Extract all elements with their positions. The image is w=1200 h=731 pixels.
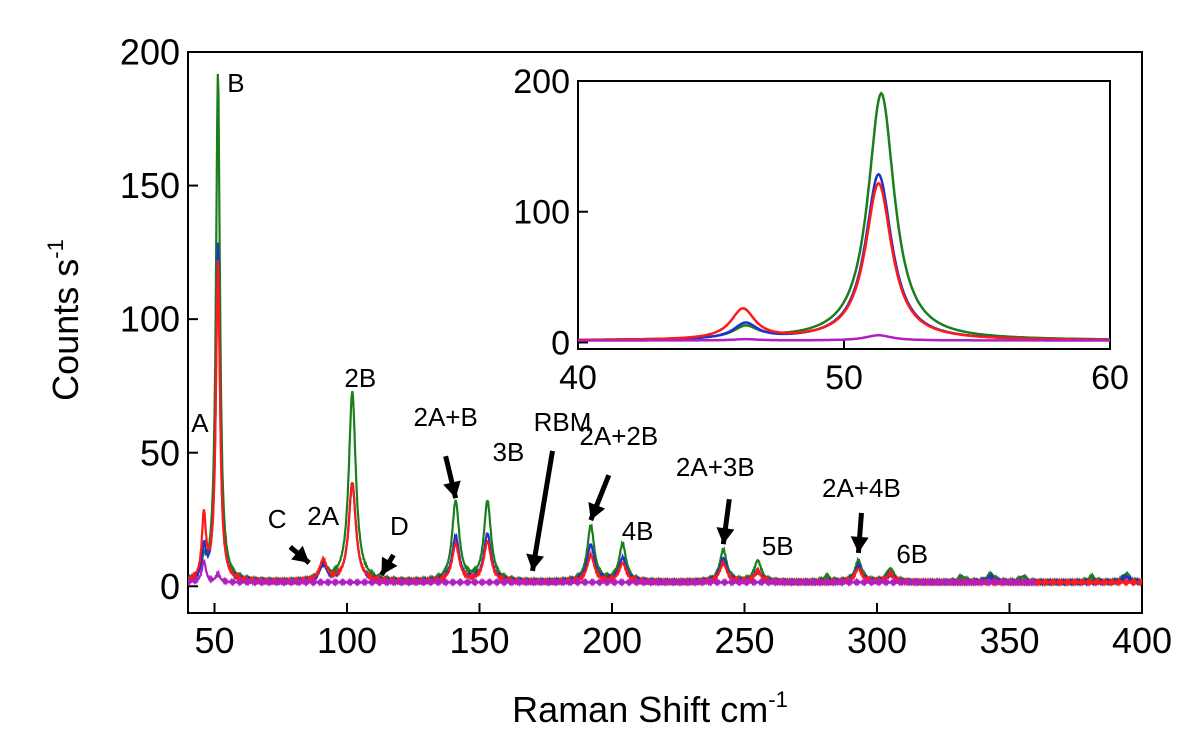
y-axis-title-sup: -1 bbox=[43, 239, 68, 259]
inset-plot: 40 50 60 0 100 200 bbox=[513, 63, 1129, 397]
annotation-arrowhead bbox=[526, 553, 545, 571]
main-y-tick-label: 100 bbox=[120, 299, 180, 340]
main-y-tick-label: 150 bbox=[120, 165, 180, 206]
annotation-label: 6B bbox=[896, 539, 928, 569]
annotation-arrow bbox=[530, 450, 555, 572]
inset-x-tick-label: 40 bbox=[559, 359, 597, 397]
annotation-label: 2B bbox=[344, 363, 376, 393]
inset-x-tick-label: 50 bbox=[825, 359, 863, 397]
main-x-tick-label: 250 bbox=[714, 620, 774, 661]
annotation-arrowhead bbox=[588, 501, 606, 521]
main-x-tick-label: 200 bbox=[582, 620, 642, 661]
inset-x-tick-label: 60 bbox=[1091, 359, 1129, 397]
annotation-label: RBM bbox=[534, 407, 592, 437]
main-x-tick-label: 400 bbox=[1112, 620, 1172, 661]
inset-y-tick-label: 100 bbox=[513, 194, 570, 232]
main-y-tick-label: 50 bbox=[140, 432, 180, 473]
annotation-label: 2A bbox=[307, 501, 339, 531]
inset-y-tick-label: 0 bbox=[551, 324, 570, 362]
x-axis-title-sup: -1 bbox=[768, 687, 788, 712]
main-series-line bbox=[188, 559, 1037, 588]
main-y-tick-label: 200 bbox=[120, 32, 180, 73]
x-axis-title: Raman Shift cm-1 bbox=[512, 687, 788, 730]
annotation-label: C bbox=[268, 504, 287, 534]
inset-y-tick-label: 200 bbox=[513, 63, 570, 101]
inset-series-line bbox=[578, 91, 1110, 341]
x-axis-title-text: Raman Shift cm bbox=[512, 689, 768, 730]
inset-series-line bbox=[578, 181, 1110, 342]
annotation-label: 2A+4B bbox=[822, 473, 901, 503]
annotation-label: 3B bbox=[493, 437, 525, 467]
main-x-tick-label: 150 bbox=[449, 620, 509, 661]
annotation-label: A bbox=[191, 408, 209, 438]
annotation-label: 2A+2B bbox=[579, 421, 658, 451]
main-y-tick-label: 0 bbox=[160, 566, 180, 607]
annotation-arrowhead bbox=[443, 480, 461, 499]
main-x-tick-label: 100 bbox=[317, 620, 377, 661]
annotation-label: 2A+B bbox=[413, 402, 477, 432]
annotation-arrowhead bbox=[850, 536, 869, 553]
annotation-label: 2A+3B bbox=[676, 452, 755, 482]
annotation-arrowhead bbox=[381, 556, 398, 575]
main-series-line bbox=[188, 260, 1142, 588]
main-x-tick-label: 50 bbox=[194, 620, 234, 661]
annotation-label: 5B bbox=[762, 531, 794, 561]
main-x-tick-label: 300 bbox=[847, 620, 907, 661]
annotation-label: B bbox=[227, 68, 244, 98]
y-axis-title: Counts s-1 bbox=[43, 239, 86, 401]
main-frame bbox=[187, 51, 1143, 614]
y-axis-title-text: Counts s bbox=[45, 259, 86, 401]
annotation-arrowhead bbox=[716, 527, 735, 545]
main-x-tick-label: 350 bbox=[979, 620, 1039, 661]
annotation-label: 4B bbox=[622, 516, 654, 546]
annotation-label: D bbox=[390, 511, 409, 541]
annotation-arrowhead bbox=[291, 545, 310, 563]
inset-series-line bbox=[578, 334, 1110, 342]
inset-series-line bbox=[578, 172, 1110, 342]
main-series-line bbox=[188, 242, 1142, 588]
